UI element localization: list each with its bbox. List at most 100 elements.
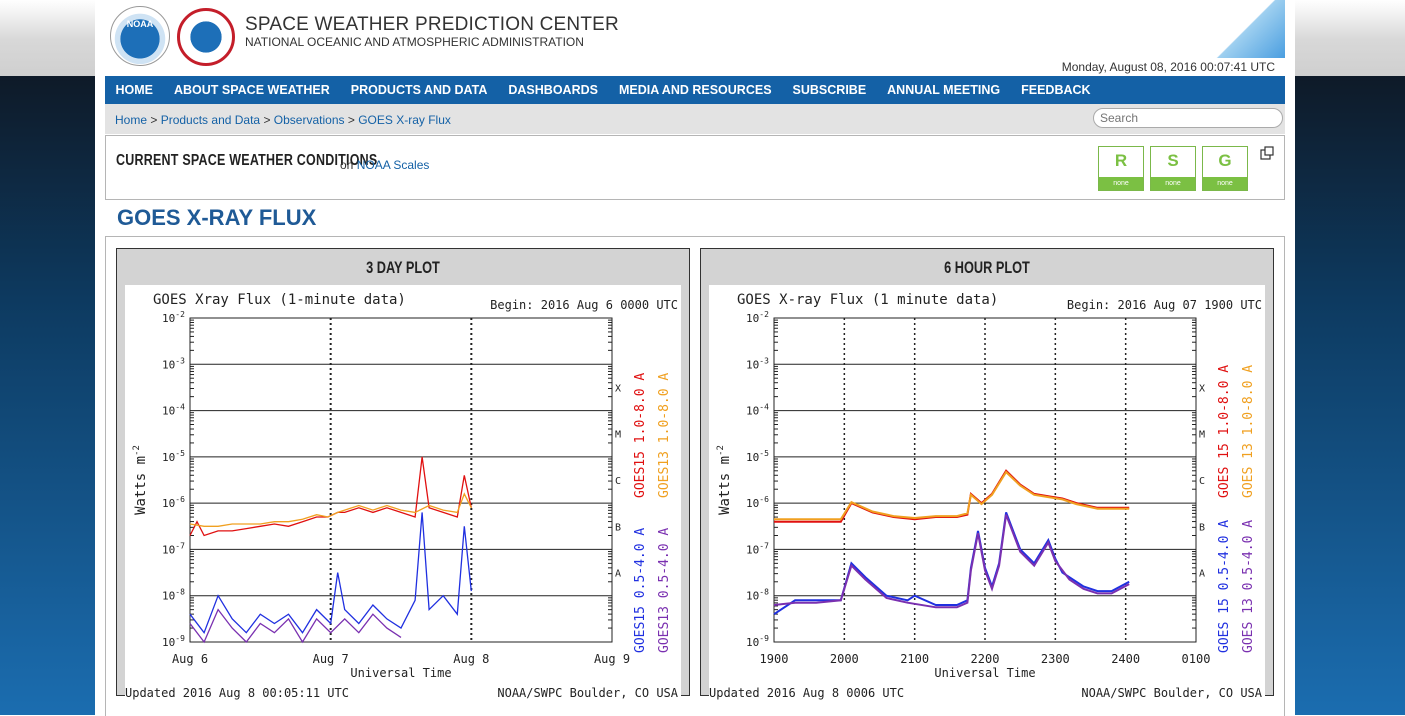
current-conditions-box: CURRENT SPACE WEATHER CONDITIONS on NOAA… bbox=[105, 135, 1285, 200]
nav-feedback[interactable]: FEEDBACK bbox=[1021, 83, 1091, 97]
chart-begin-label: Begin: 2016 Aug 07 1900 UTC bbox=[1067, 298, 1262, 312]
nav-annual-meeting[interactable]: ANNUAL MEETING bbox=[887, 83, 1001, 97]
flare-class-label: X bbox=[615, 383, 621, 394]
scale-g-geomagnetic-storms[interactable]: G none bbox=[1202, 146, 1248, 191]
chart-title: GOES Xray Flux (1-minute data) bbox=[153, 292, 406, 308]
y-tick-label: 10-6 bbox=[746, 495, 769, 510]
scale-r-letter: R bbox=[1114, 151, 1128, 170]
breadcrumb-products-and-data[interactable]: Products and Data bbox=[160, 113, 261, 127]
x-tick-label: 2400 bbox=[1111, 652, 1140, 666]
chart-title: GOES X-ray Flux (1 minute data) bbox=[737, 292, 998, 308]
nav-about-space-weather[interactable]: ABOUT SPACE WEATHER bbox=[174, 83, 330, 97]
nav-media-and-resources[interactable]: MEDIA AND RESOURCES bbox=[618, 83, 772, 97]
x-tick-label: Aug 7 bbox=[313, 652, 349, 666]
nav-home[interactable]: HOME bbox=[115, 83, 154, 97]
breadcrumb-current[interactable]: GOES X-ray Flux bbox=[358, 113, 451, 127]
flare-class-label: A bbox=[615, 569, 621, 580]
legend-entry: GOES 15 1.0-8.0 A bbox=[1217, 365, 1232, 498]
y-tick-label: 10-6 bbox=[162, 495, 185, 510]
legend-entry: GOES15 1.0-8.0 A bbox=[633, 373, 648, 498]
plot-frame bbox=[189, 317, 613, 643]
three-day-chart-svg: GOES Xray Flux (1-minute data) Begin: 201… bbox=[125, 292, 679, 700]
y-tick-label: 10-5 bbox=[162, 449, 185, 464]
y-tick-label: 10-7 bbox=[162, 541, 185, 556]
legend-entry: GOES15 0.5-4.0 A bbox=[633, 528, 648, 653]
nav-dashboards[interactable]: DASHBOARDS bbox=[508, 83, 598, 97]
series-line bbox=[774, 469, 1130, 523]
y-tick-label: 10-5 bbox=[746, 449, 769, 464]
series-line bbox=[773, 514, 1130, 609]
x-tick-label: 1900 bbox=[760, 652, 789, 666]
series-line bbox=[774, 470, 1130, 521]
six-hour-chart-svg: GOES X-ray Flux (1 minute data) Begin: 20… bbox=[709, 292, 1263, 700]
plots-container: 3 DAY PLOT GOES Xray Flux (1-minute data… bbox=[105, 236, 1285, 716]
x-tick-label: Aug 8 bbox=[453, 652, 489, 666]
y-tick-label: 10-3 bbox=[162, 356, 185, 371]
flare-class-label: A bbox=[1199, 569, 1205, 580]
three-day-plot-panel: 3 DAY PLOT GOES Xray Flux (1-minute data… bbox=[116, 248, 690, 703]
chart-x-axis-label: Universal Time bbox=[934, 666, 1035, 680]
three-day-xray-chart[interactable]: GOES Xray Flux (1-minute data) Begin: 201… bbox=[125, 285, 681, 703]
x-tick-label: Aug 9 bbox=[594, 652, 630, 666]
chart-y-axis-label: Watts m-2 bbox=[716, 445, 733, 515]
page-title: GOES X-RAY FLUX bbox=[117, 205, 317, 230]
scale-s-solar-radiation[interactable]: S none bbox=[1150, 146, 1196, 191]
y-tick-label: 10-8 bbox=[162, 588, 185, 603]
chart-updated-label: Updated 2016 Aug 8 0006 UTC bbox=[709, 686, 904, 700]
current-datetime: Monday, August 08, 2016 00:07:41 UTC bbox=[1061, 60, 1275, 74]
six-hour-xray-chart[interactable]: GOES X-ray Flux (1 minute data) Begin: 20… bbox=[709, 285, 1265, 703]
breadcrumb-home[interactable]: Home bbox=[115, 113, 148, 127]
chart-credit-label: NOAA/SWPC Boulder, CO USA bbox=[1081, 686, 1262, 700]
popout-window-icon[interactable] bbox=[1260, 146, 1274, 160]
breadcrumb-observations[interactable]: Observations bbox=[273, 113, 345, 127]
y-tick-label: 10-9 bbox=[746, 634, 769, 649]
flare-class-label: B bbox=[615, 522, 621, 533]
site-subtitle: NATIONAL OCEANIC AND ATMOSPHERIC ADMINIS… bbox=[245, 35, 584, 49]
conditions-title[interactable]: CURRENT SPACE WEATHER CONDITIONS bbox=[116, 152, 378, 169]
header-swoosh-graphic bbox=[1190, 0, 1285, 58]
legend-entry: GOES13 0.5-4.0 A bbox=[657, 528, 672, 653]
flare-class-label: M bbox=[1199, 430, 1205, 441]
y-tick-label: 10-7 bbox=[746, 541, 769, 556]
national-weather-service-logo[interactable] bbox=[177, 8, 235, 66]
noaa-scales-link[interactable]: NOAA Scales bbox=[356, 158, 430, 172]
series-line bbox=[773, 512, 1130, 616]
breadcrumb-bar: Home > Products and Data > Observations … bbox=[105, 104, 1285, 134]
flare-class-label: M bbox=[615, 430, 621, 441]
legend-entry: GOES 13 1.0-8.0 A bbox=[1241, 365, 1256, 498]
y-tick-label: 10-9 bbox=[162, 634, 185, 649]
noaa-logo[interactable]: NOAA bbox=[110, 6, 170, 66]
six-hour-plot-title: 6 HOUR PLOT bbox=[944, 258, 1030, 277]
x-tick-label: 2100 bbox=[900, 652, 929, 666]
x-tick-label: 2300 bbox=[1041, 652, 1070, 666]
scale-g-letter: G bbox=[1218, 151, 1232, 170]
y-tick-label: 10-2 bbox=[746, 310, 769, 325]
scale-s-level: none bbox=[1151, 177, 1195, 190]
breadcrumb: Home > Products and Data > Observations … bbox=[115, 113, 451, 127]
flare-class-label: C bbox=[615, 476, 621, 487]
legend-entry: GOES 13 0.5-4.0 A bbox=[1241, 520, 1256, 653]
y-tick-label: 10-8 bbox=[746, 588, 769, 603]
search-input[interactable] bbox=[1093, 108, 1283, 128]
nav-products-and-data[interactable]: PRODUCTS AND DATA bbox=[350, 83, 488, 97]
six-hour-plot-panel: 6 HOUR PLOT GOES X-ray Flux (1 minute da… bbox=[700, 248, 1274, 703]
chart-updated-label: Updated 2016 Aug 8 00:05:11 UTC bbox=[125, 686, 349, 700]
chart-x-axis-label: Universal Time bbox=[350, 666, 451, 680]
page-container: NOAA SPACE WEATHER PREDICTION CENTER NAT… bbox=[95, 0, 1295, 716]
x-tick-label: Aug 6 bbox=[172, 652, 208, 666]
scale-r-radio-blackouts[interactable]: R none bbox=[1098, 146, 1144, 191]
y-tick-label: 10-3 bbox=[746, 356, 769, 371]
conditions-subtitle: on NOAA Scales bbox=[340, 158, 429, 172]
scale-r-level: none bbox=[1099, 177, 1143, 190]
site-title[interactable]: SPACE WEATHER PREDICTION CENTER bbox=[245, 14, 619, 35]
y-tick-label: 10-4 bbox=[162, 403, 185, 418]
x-tick-label: 2200 bbox=[971, 652, 1000, 666]
nav-subscribe[interactable]: SUBSCRIBE bbox=[792, 83, 867, 97]
scale-g-level: none bbox=[1203, 177, 1247, 190]
y-tick-label: 10-2 bbox=[162, 310, 185, 325]
flare-class-label: X bbox=[1199, 383, 1205, 394]
flare-class-label: C bbox=[1199, 476, 1205, 487]
noaa-logo-text: NOAA bbox=[126, 19, 154, 29]
flare-class-label: B bbox=[1199, 522, 1205, 533]
x-tick-label: 2000 bbox=[830, 652, 859, 666]
